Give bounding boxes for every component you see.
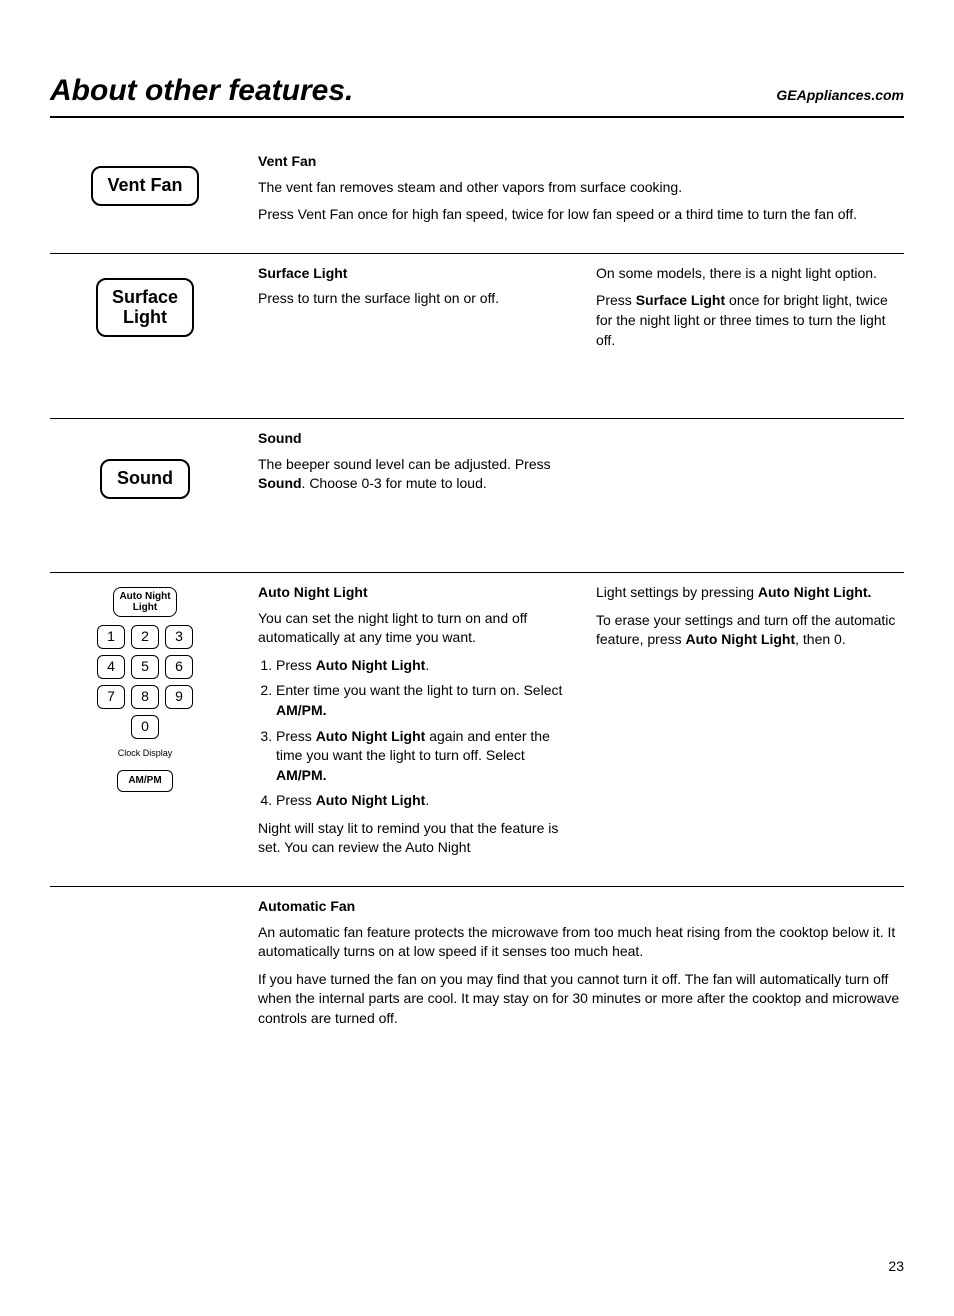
autofan-p1: An automatic fan feature protects the mi…: [258, 923, 904, 962]
key-7: 7: [97, 685, 125, 709]
auto-night-right: Light settings by pressing Auto Night Li…: [596, 583, 904, 866]
heading-autofan: Automatic Fan: [258, 897, 904, 917]
s2b: AM/PM.: [276, 702, 327, 718]
keypad-row-2: 4 5 6: [97, 655, 193, 679]
anl-btn-l2: Light: [133, 602, 157, 613]
surfacelight-left-p1: Press to turn the surface light on or of…: [258, 289, 566, 309]
ar1b: Auto Night Light.: [758, 584, 872, 600]
ventfan-p1: The vent fan removes steam and other vap…: [258, 178, 904, 198]
surface-light-button-icon: Surface Light: [96, 278, 194, 338]
anl-right-p2: To erase your settings and turn off the …: [596, 611, 904, 650]
key-2: 2: [131, 625, 159, 649]
s4b: Auto Night Light: [316, 792, 426, 808]
key-5: 5: [131, 655, 159, 679]
ar1a: Light settings by pressing: [596, 584, 758, 600]
anl-left-p2: Night will stay lit to remind you that t…: [258, 819, 566, 858]
anl-step-4: Press Auto Night Light.: [276, 791, 566, 811]
s2a: Enter time you want the light to turn on…: [276, 682, 562, 698]
s1c: .: [425, 657, 429, 673]
page-header: About other features. GEAppliances.com: [50, 70, 904, 118]
anl-btn-l1: Auto Night: [119, 591, 170, 602]
auto-night-button-icon: Auto Night Light: [113, 587, 176, 617]
surfacelight-right-p1: On some models, there is a night light o…: [596, 264, 904, 284]
icon-col-sound: Sound: [50, 429, 240, 499]
content-surface-light: Surface Light Press to turn the surface …: [258, 264, 904, 358]
key-1: 1: [97, 625, 125, 649]
autofan-p2: If you have turned the fan on you may fi…: [258, 970, 904, 1029]
icon-col-surface-light: Surface Light: [50, 264, 240, 338]
sound-p1a: The beeper sound level can be adjusted. …: [258, 456, 551, 472]
surface-light-right: On some models, there is a night light o…: [596, 264, 904, 358]
anl-step-1: Press Auto Night Light.: [276, 656, 566, 676]
anl-step-3: Press Auto Night Light again and enter t…: [276, 727, 566, 786]
surface-light-line1: Surface: [112, 287, 178, 307]
keypad-icon: 1 2 3 4 5 6 7 8 9 0 Clock Display: [97, 625, 193, 760]
section-auto-night-light: Auto Night Light 1 2 3 4 5 6 7 8 9 0 Clo…: [50, 573, 904, 887]
anl-steps: Press Auto Night Light. Enter time you w…: [258, 656, 566, 811]
content-sound: Sound The beeper sound level can be adju…: [258, 429, 904, 502]
s4c: .: [425, 792, 429, 808]
clock-display-label: Clock Display: [118, 747, 173, 760]
key-0: 0: [131, 715, 159, 739]
page-number: 23: [50, 1257, 904, 1277]
icon-col-vent-fan: Vent Fan: [50, 152, 240, 206]
icon-col-auto-night: Auto Night Light 1 2 3 4 5 6 7 8 9 0 Clo…: [50, 583, 240, 792]
section-automatic-fan: Automatic Fan An automatic fan feature p…: [50, 887, 904, 1057]
s3a: Press: [276, 728, 316, 744]
sound-button-icon: Sound: [100, 459, 190, 499]
page-title: About other features.: [50, 70, 353, 112]
heading-sound: Sound: [258, 429, 904, 449]
s3b: Auto Night Light: [316, 728, 426, 744]
s4a: Press: [276, 792, 316, 808]
key-4: 4: [97, 655, 125, 679]
content-vent-fan: Vent Fan The vent fan removes steam and …: [258, 152, 904, 233]
keypad-row-3: 7 8 9: [97, 685, 193, 709]
key-9: 9: [165, 685, 193, 709]
section-sound: Sound Sound The beeper sound level can b…: [50, 419, 904, 573]
ar2c: , then 0.: [795, 631, 846, 647]
anl-right-p1: Light settings by pressing Auto Night Li…: [596, 583, 904, 603]
sound-p1b: Sound: [258, 475, 302, 491]
surfacelight-right-p2: Press Surface Light once for bright ligh…: [596, 291, 904, 350]
anl-left-p1: You can set the night light to turn on a…: [258, 609, 566, 648]
s1b: Auto Night Light: [316, 657, 426, 673]
ampm-button-icon: AM/PM: [117, 770, 172, 792]
icon-col-autofan: [50, 897, 240, 911]
heading-vent-fan: Vent Fan: [258, 152, 904, 172]
heading-auto-night: Auto Night Light: [258, 583, 566, 603]
key-6: 6: [165, 655, 193, 679]
surface-light-left: Surface Light Press to turn the surface …: [258, 264, 566, 358]
section-vent-fan: Vent Fan Vent Fan The vent fan removes s…: [50, 142, 904, 254]
ar2b: Auto Night Light: [686, 631, 796, 647]
sound-p1c: . Choose 0-3 for mute to loud.: [302, 475, 487, 491]
vent-fan-button-icon: Vent Fan: [91, 166, 198, 206]
keypad-row-1: 1 2 3: [97, 625, 193, 649]
s1a: Press: [276, 657, 316, 673]
sl-r-p2a: Press: [596, 292, 636, 308]
auto-night-left: Auto Night Light You can set the night l…: [258, 583, 566, 866]
anl-step-2: Enter time you want the light to turn on…: [276, 681, 566, 720]
s3d: AM/PM.: [276, 767, 327, 783]
key-8: 8: [131, 685, 159, 709]
surface-light-line2: Light: [123, 307, 167, 327]
key-3: 3: [165, 625, 193, 649]
sound-p1: The beeper sound level can be adjusted. …: [258, 455, 578, 494]
brand-link: GEAppliances.com: [776, 86, 904, 106]
ventfan-p2: Press Vent Fan once for high fan speed, …: [258, 205, 904, 225]
section-surface-light: Surface Light Surface Light Press to tur…: [50, 254, 904, 419]
sl-r-p2b: Surface Light: [636, 292, 725, 308]
content-autofan: Automatic Fan An automatic fan feature p…: [258, 897, 904, 1037]
keypad-row-4: 0: [131, 715, 159, 739]
heading-surface-light: Surface Light: [258, 264, 566, 284]
content-auto-night: Auto Night Light You can set the night l…: [258, 583, 904, 866]
